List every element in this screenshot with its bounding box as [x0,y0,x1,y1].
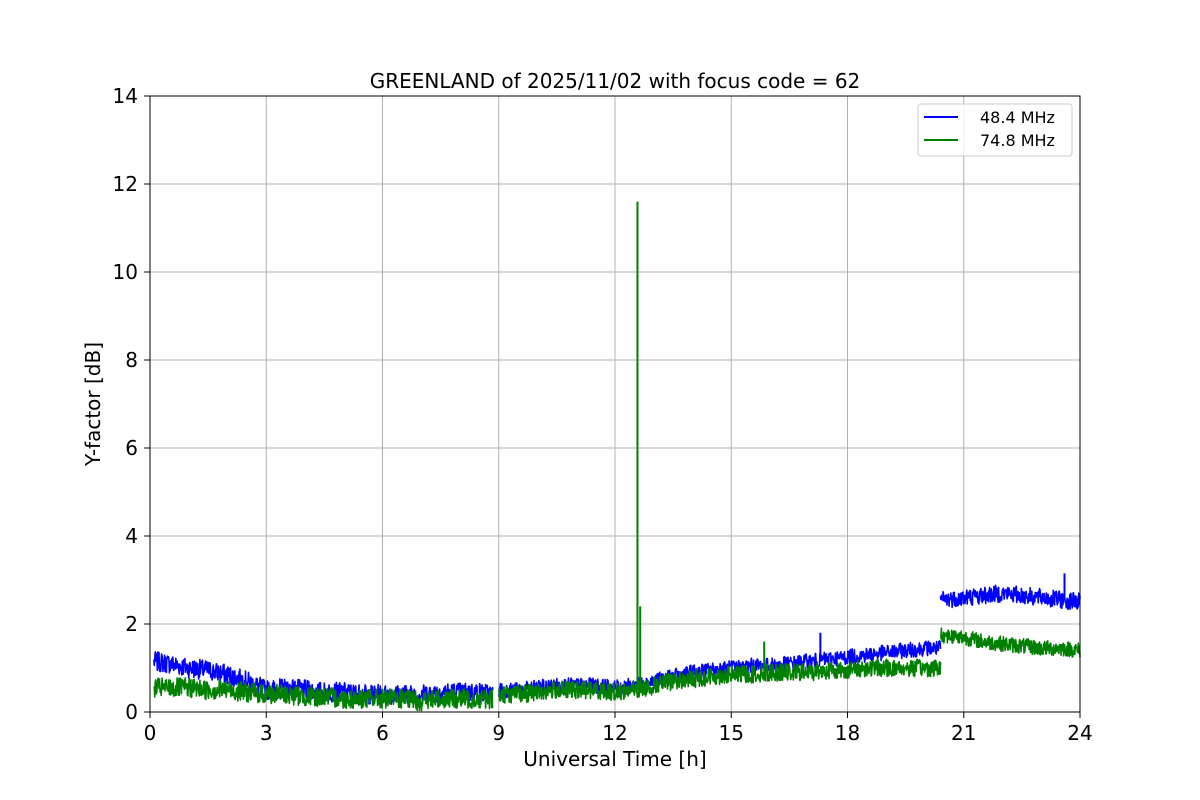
chart-title: GREENLAND of 2025/11/02 with focus code … [370,69,861,93]
x-axis-title: Universal Time [h] [523,747,706,771]
legend-label-48mhz: 48.4 MHz [980,108,1055,127]
y-axis-title: Y-factor [dB] [81,342,105,467]
x-tick-label: 24 [1067,721,1092,745]
x-tick-label: 9 [492,721,505,745]
y-tick-label: 4 [125,524,138,548]
x-tick-label: 3 [260,721,273,745]
series-1 [153,201,1081,712]
grid [150,96,1080,712]
y-tick-label: 10 [113,260,138,284]
y-tick-label: 14 [113,84,138,108]
x-tick-label: 21 [951,721,976,745]
x-tick-label: 15 [719,721,744,745]
x-tick-label: 6 [376,721,389,745]
y-tick-label: 12 [113,172,138,196]
y-tick-label: 0 [125,700,138,724]
series-line-segment [939,584,1081,611]
y-tick-label: 6 [125,436,138,460]
y-tick-label: 8 [125,348,138,372]
legend-label-74mhz: 74.8 MHz [980,131,1055,150]
legend: 48.4 MHz 74.8 MHz [917,103,1073,157]
x-tick-label: 18 [835,721,860,745]
x-tick-label: 0 [144,721,157,745]
series-line-segment [153,677,494,712]
series-line-segment [498,658,942,704]
y-tick-label: 2 [125,612,138,636]
series-line-segment [939,627,1081,658]
x-tick-label: 12 [602,721,627,745]
series-layer [153,201,1081,712]
